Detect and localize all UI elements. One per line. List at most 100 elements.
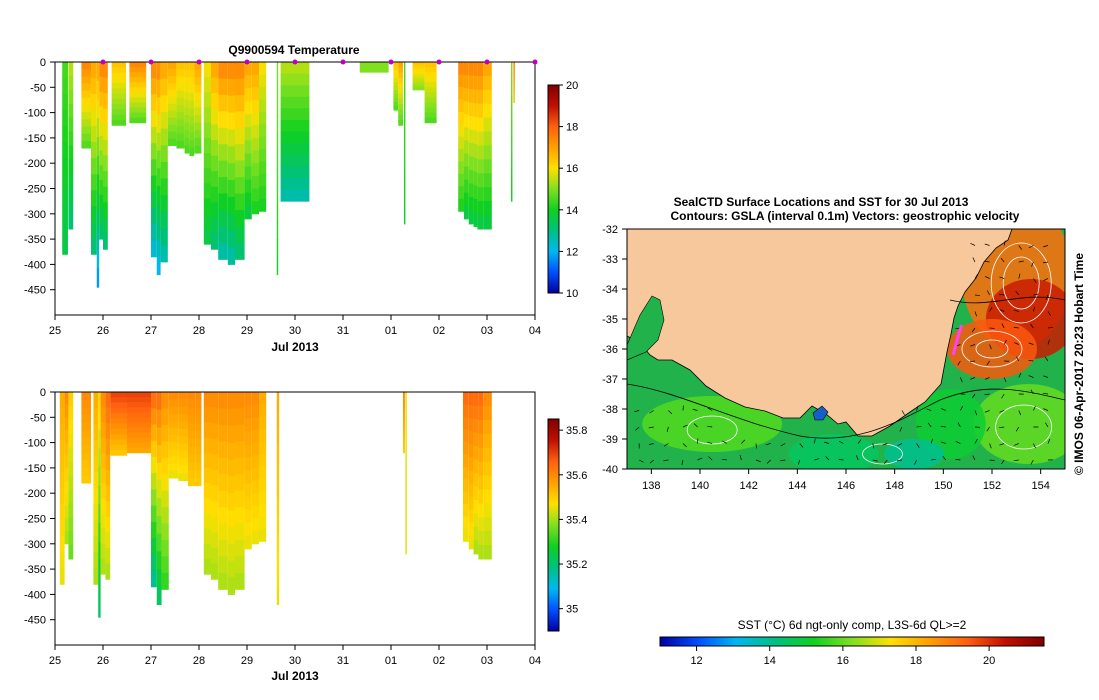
sst-colorbar-tick-label: 16: [837, 655, 849, 667]
profile-cell: [68, 545, 74, 560]
profile-cell: [194, 130, 202, 139]
profile-cell: [473, 472, 479, 487]
profile-cell: [513, 92, 515, 97]
profile-cell: [468, 470, 474, 485]
velocity-vector: [1001, 459, 1005, 465]
profile-cell: [178, 473, 188, 482]
profile-cell: [203, 392, 211, 408]
profile-cell: [276, 445, 280, 464]
gsla-contour: [961, 330, 1023, 368]
profile-cell: [167, 96, 177, 105]
profile-cell: [81, 467, 91, 476]
profile-cell: [483, 131, 492, 146]
profile-cell: [98, 598, 101, 618]
profile-cell: [412, 64, 425, 68]
profile-cell: [195, 438, 202, 448]
profile-cell: [398, 109, 403, 116]
profile-cell: [203, 452, 211, 469]
profile-cell: [195, 399, 202, 409]
profile-cell: [187, 431, 196, 440]
profile-cell: [393, 70, 399, 75]
velocity-vector: [838, 458, 844, 461]
salinity-colorbar-ticks: 35 35.2 35.4 35.6 35.8: [559, 425, 587, 616]
profile-cell: [393, 106, 399, 111]
profile-cell: [403, 397, 405, 403]
profile-cell: [64, 467, 69, 482]
profile-cell: [156, 427, 162, 446]
profile-cell: [483, 461, 492, 476]
profile-cell: [151, 538, 157, 555]
profile-cell: [68, 131, 74, 146]
profile-cell: [98, 560, 101, 581]
profile-cell: [227, 247, 235, 265]
map-y-tick-label: -39: [602, 434, 618, 446]
gsla-contour-line: [949, 296, 1065, 304]
profile-cell: [59, 568, 65, 585]
profile-cell: [424, 107, 437, 114]
profile-cell: [477, 117, 484, 133]
profile-cell: [211, 423, 219, 440]
profile-cell: [160, 95, 168, 113]
profile-cell: [129, 77, 147, 83]
profile-cell: [129, 97, 147, 103]
velocity-vector: [799, 443, 804, 448]
profile-cell: [478, 461, 484, 476]
profile-cell: [176, 83, 185, 92]
profile-cell: [359, 64, 389, 66]
profile-cell: [473, 89, 478, 104]
profile-cell: [276, 569, 280, 588]
profile-cell: [227, 510, 235, 528]
profile-cell: [463, 392, 469, 405]
profile-cell: [68, 419, 74, 435]
velocity-vector: [986, 426, 990, 432]
profile-cell: [483, 145, 492, 160]
profile-cell: [167, 82, 177, 91]
velocity-vector: [824, 441, 830, 444]
profile-cell: [167, 138, 177, 146]
x-tick-label: 02: [433, 655, 445, 667]
profile-cell: [62, 190, 68, 207]
profile-cell: [359, 67, 389, 70]
profile-cell: [251, 442, 259, 456]
profile-cell: [458, 149, 464, 163]
profile-cell: [98, 542, 101, 562]
velocity-vector: [838, 440, 844, 444]
profile-cell: [478, 392, 484, 407]
profile-cell: [393, 86, 399, 91]
profile-cell: [105, 501, 111, 518]
profile-cell: [227, 408, 235, 427]
profile-cell: [194, 137, 202, 146]
profile-cell: [161, 408, 169, 426]
profile-cell: [203, 62, 211, 78]
y-tick-label: -250: [24, 514, 46, 526]
profile-cell: [403, 196, 406, 211]
profile-cell: [483, 545, 492, 560]
profile-cell: [235, 226, 245, 244]
profile-cell: [168, 406, 179, 415]
profile-cell: [211, 93, 219, 110]
map-x-tick-label: 150: [934, 480, 952, 492]
profile-cell: [468, 457, 474, 471]
profile-cell: [218, 507, 228, 525]
profile-cell: [68, 159, 74, 174]
profile-cell: [81, 105, 91, 113]
temperature-colorbar: [547, 84, 560, 294]
velocity-vector: [707, 441, 713, 444]
profile-cell: [483, 62, 492, 77]
profile-cell: [184, 137, 190, 146]
velocity-vector: [1014, 443, 1019, 446]
profile-cell: [244, 114, 252, 128]
profile-cell: [151, 456, 157, 474]
velocity-vector: [872, 459, 878, 462]
velocity-vector: [984, 276, 990, 279]
profile-cell: [68, 392, 74, 407]
profile-cell: [59, 520, 65, 537]
profile-cell: [244, 496, 252, 511]
profile-cell: [68, 447, 74, 463]
profile-cell: [187, 392, 196, 401]
profile-cell: [513, 95, 515, 100]
profile-cell: [96, 137, 100, 157]
profile-cell: [68, 503, 74, 518]
profile-cell: [127, 437, 151, 444]
profile-cell: [62, 222, 68, 239]
